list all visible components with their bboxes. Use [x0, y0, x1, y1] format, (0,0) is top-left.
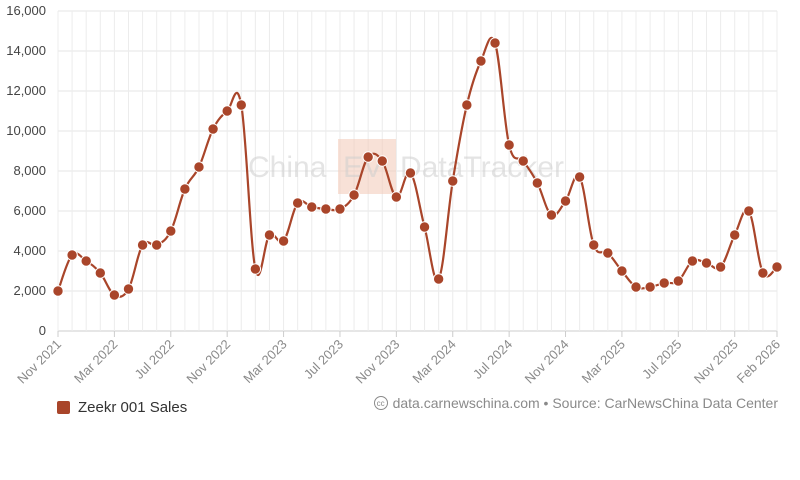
x-tick-label: Jul 2024: [470, 337, 515, 382]
x-tick-label: Mar 2023: [240, 337, 289, 386]
data-point[interactable]: [447, 175, 459, 187]
data-point[interactable]: [108, 289, 121, 301]
data-point[interactable]: [686, 255, 699, 267]
x-tick-label: Feb 2026: [734, 337, 783, 386]
x-tick-label: Nov 2024: [522, 337, 572, 387]
source-text: data.carnewschina.com • Source: CarNewsC…: [392, 395, 778, 411]
x-tick-label: Nov 2021: [14, 337, 64, 387]
data-point[interactable]: [193, 161, 205, 173]
data-point[interactable]: [729, 229, 741, 241]
legend-label: Zeekr 001 Sales: [78, 399, 188, 416]
x-tick-label: Jul 2023: [301, 337, 346, 382]
data-point[interactable]: [348, 189, 360, 201]
source-credit: cc data.carnewschina.com • Source: CarNe…: [373, 395, 778, 411]
data-point[interactable]: [503, 139, 515, 151]
y-tick-label: 0: [39, 323, 46, 338]
data-point[interactable]: [80, 255, 92, 267]
y-tick-label: 16,000: [6, 3, 46, 18]
x-tick-label: Nov 2025: [691, 337, 741, 387]
data-point[interactable]: [757, 267, 769, 279]
data-point[interactable]: [602, 247, 614, 259]
data-point[interactable]: [277, 235, 290, 247]
data-point[interactable]: [376, 155, 388, 167]
data-point[interactable]: [52, 285, 64, 297]
cc-icon: cc: [373, 396, 388, 410]
data-point[interactable]: [432, 273, 445, 285]
x-tick-label: Mar 2024: [409, 337, 458, 386]
data-point[interactable]: [122, 283, 135, 295]
data-point[interactable]: [630, 281, 642, 293]
data-point[interactable]: [263, 229, 276, 241]
series-zeekr-001: [52, 36, 783, 301]
data-point[interactable]: [588, 239, 600, 251]
data-point[interactable]: [334, 203, 346, 215]
data-point[interactable]: [545, 209, 558, 221]
data-point[interactable]: [771, 261, 783, 273]
data-point[interactable]: [249, 263, 262, 275]
data-point[interactable]: [235, 99, 247, 111]
data-point[interactable]: [221, 105, 233, 117]
data-point[interactable]: [461, 99, 473, 111]
data-point[interactable]: [714, 261, 727, 273]
data-point[interactable]: [306, 201, 318, 213]
legend[interactable]: Zeekr 001 Sales: [57, 399, 187, 416]
x-tick-label: Mar 2025: [579, 337, 628, 386]
x-tick-label: Mar 2022: [71, 337, 120, 386]
data-point[interactable]: [362, 151, 374, 163]
data-point[interactable]: [404, 167, 417, 179]
data-point[interactable]: [658, 277, 670, 289]
data-point[interactable]: [165, 225, 177, 237]
y-tick-label: 12,000: [6, 83, 46, 98]
data-point[interactable]: [559, 195, 572, 207]
data-point[interactable]: [616, 265, 628, 277]
data-point[interactable]: [418, 221, 431, 233]
data-point[interactable]: [743, 205, 755, 217]
y-tick-label: 2,000: [13, 283, 46, 298]
data-point[interactable]: [644, 281, 656, 293]
y-tick-label: 10,000: [6, 123, 46, 138]
y-tick-label: 8,000: [13, 163, 46, 178]
data-point[interactable]: [320, 203, 332, 215]
data-point[interactable]: [207, 123, 219, 135]
data-point[interactable]: [489, 37, 501, 49]
watermark: China EV DataTracker: [248, 139, 564, 194]
watermark-china-text: China: [248, 151, 327, 184]
data-point[interactable]: [390, 191, 403, 203]
data-point[interactable]: [291, 197, 304, 209]
data-point[interactable]: [136, 239, 149, 251]
data-point[interactable]: [179, 183, 191, 195]
y-tick-label: 6,000: [13, 203, 46, 218]
legend-swatch: [57, 401, 70, 414]
data-point[interactable]: [700, 257, 713, 269]
y-tick-label: 4,000: [13, 243, 46, 258]
data-point[interactable]: [672, 275, 685, 287]
data-point[interactable]: [94, 267, 106, 279]
data-point[interactable]: [475, 55, 487, 67]
gridlines: [57, 10, 778, 332]
data-point[interactable]: [517, 155, 529, 167]
x-tick-label: Nov 2022: [183, 337, 233, 387]
watermark-box: [338, 139, 396, 194]
x-tick-label: Jul 2022: [132, 337, 177, 382]
y-tick-label: 14,000: [6, 43, 46, 58]
data-point[interactable]: [66, 249, 78, 261]
data-point[interactable]: [573, 171, 586, 183]
data-point[interactable]: [150, 239, 163, 251]
data-point[interactable]: [531, 177, 544, 189]
x-tick-label: Jul 2025: [639, 337, 684, 382]
x-tick-label: Nov 2023: [353, 337, 403, 387]
